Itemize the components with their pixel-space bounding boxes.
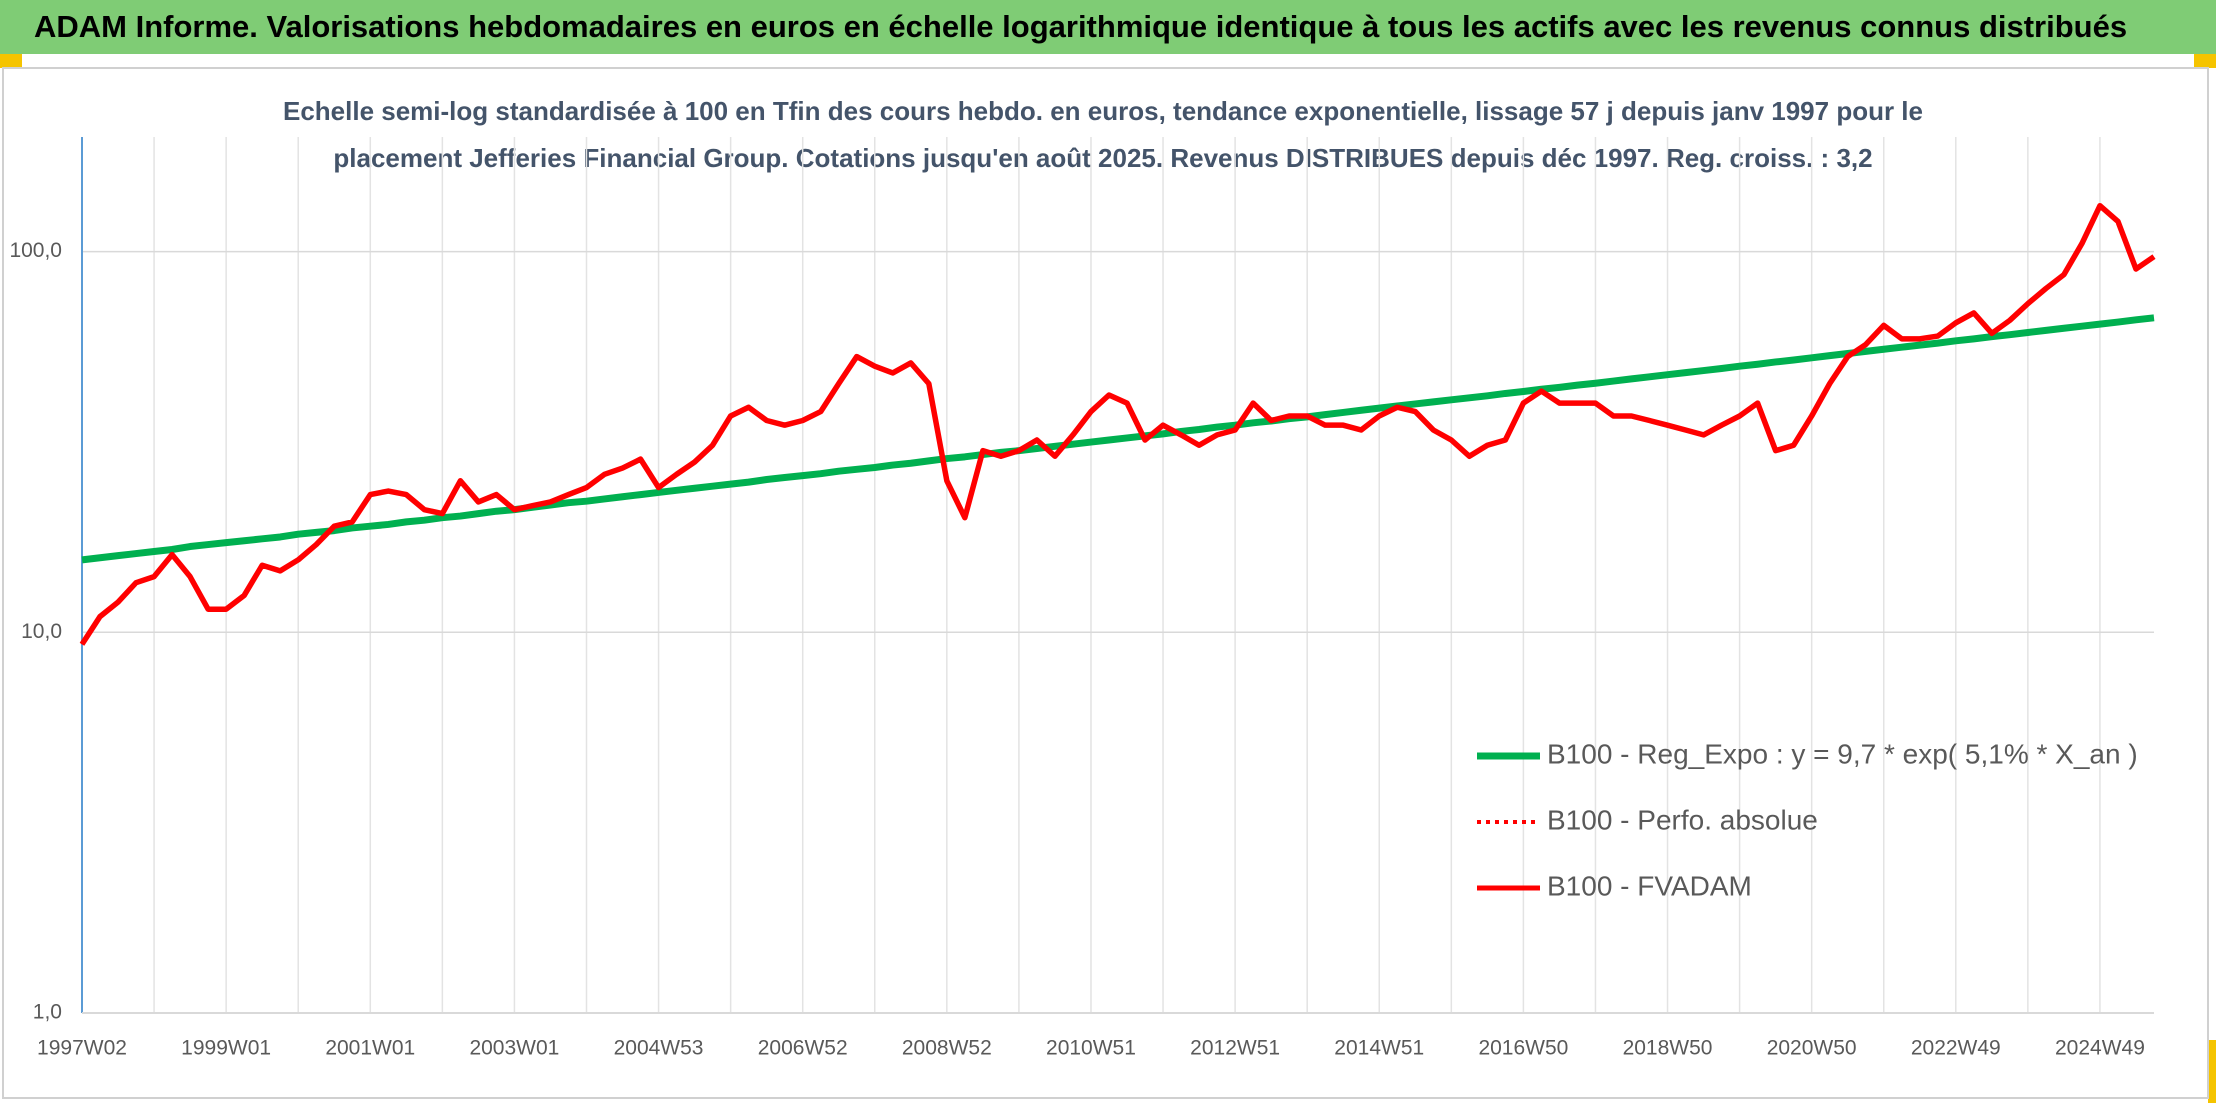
header-bar [0,0,2216,54]
x-tick-label: 2008W52 [902,1037,992,1060]
x-tick-label: 2003W01 [469,1037,559,1060]
x-tick-label: 2018W50 [1623,1037,1713,1060]
legend-label: B100 - Reg_Expo : y = 9,7 * exp( 5,1% * … [1547,738,2138,769]
line-series [81,314,2155,564]
chart-frame [2,67,2209,1099]
x-tick-label: 2016W50 [1478,1037,1568,1060]
x-tick-label: 1999W01 [181,1037,271,1060]
legend-label: B100 - Perfo. absolue [1547,804,1818,835]
y-tick-label: 10,0 [21,620,62,643]
corner [0,54,22,68]
line-series [79,202,2156,646]
x-tick-label: 2001W01 [325,1037,415,1060]
x-tick-label: 2022W49 [1911,1037,2001,1060]
y-tick-label: 100,0 [9,239,62,262]
y-tick-label: 1,0 [33,1001,62,1024]
x-tick-label: 2006W52 [758,1037,848,1060]
legend-label: B100 - FVADAM [1547,870,1752,901]
x-tick-label: 2014W51 [1334,1037,1424,1060]
x-tick-label: 2024W49 [2055,1037,2145,1060]
chart-subtitle: placement Jefferies Financial Group. Cot… [333,143,1872,173]
x-tick-label: 1997W02 [37,1037,127,1060]
chart-title: ADAM Informe. Valorisations hebdomadaire… [34,9,2127,44]
chart-subtitle: Echelle semi-log standardisée à 100 en T… [283,96,1923,126]
x-tick-label: 2012W51 [1190,1037,1280,1060]
x-tick-label: 2004W53 [614,1037,704,1060]
x-tick-label: 2010W51 [1046,1037,1136,1060]
corner [2208,1040,2216,1103]
x-tick-label: 2020W50 [1767,1037,1857,1060]
corner [2194,54,2216,68]
